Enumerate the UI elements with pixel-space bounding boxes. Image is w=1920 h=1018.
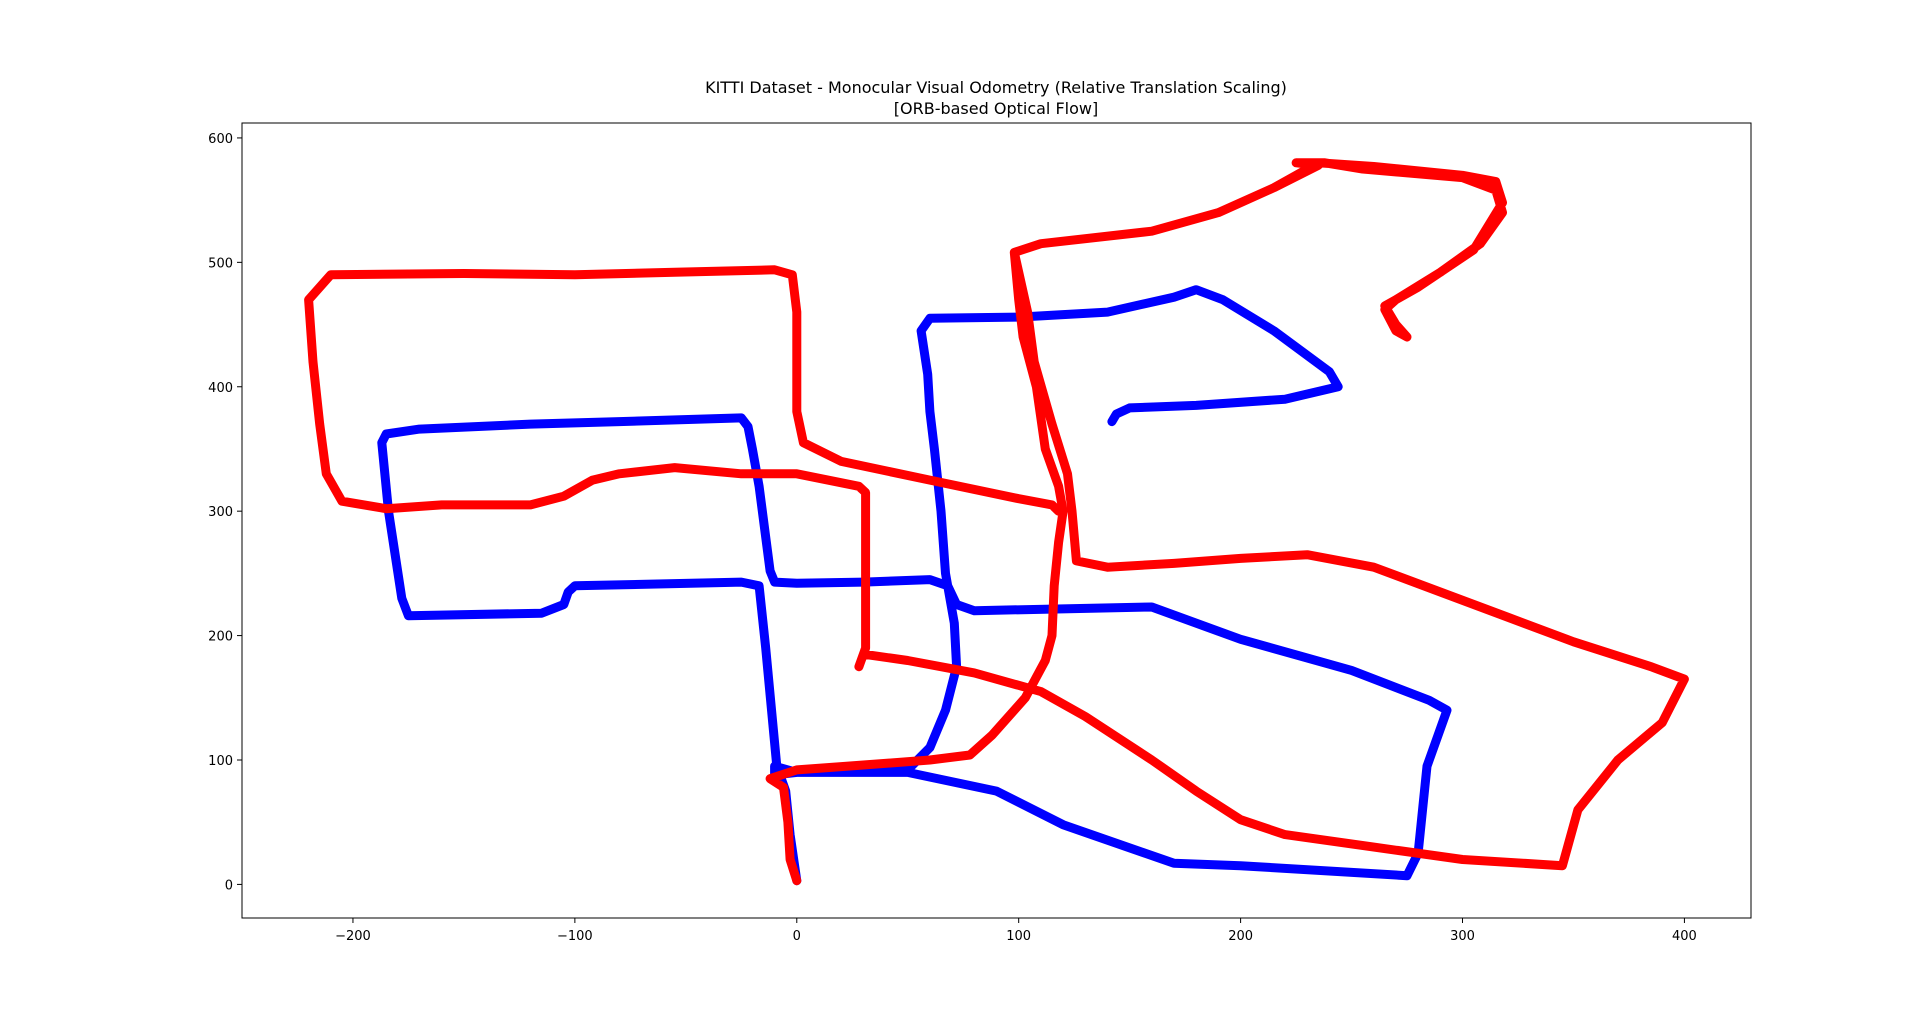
x-tick-label: 300 (1450, 929, 1475, 944)
trajectory-series-1 (304, 158, 1689, 886)
y-tick-label: 600 (208, 132, 233, 147)
ticks-layer: −200 −100 0 100 200 300 400 0 100 200 300 400 500 600 (208, 132, 1697, 944)
y-tick-label: 400 (208, 381, 233, 396)
plot-frame (241, 122, 1752, 919)
y-tick-label: 300 (208, 505, 233, 520)
y-tick-label: 200 (208, 630, 233, 645)
x-tick-label: 100 (1006, 929, 1031, 944)
x-tick-label: 200 (1228, 929, 1253, 944)
y-tick-label: 500 (208, 256, 233, 271)
x-tick-label: −200 (335, 929, 371, 944)
x-tick-label: 400 (1672, 929, 1697, 944)
x-tick-label: 0 (793, 929, 801, 944)
series-layer (304, 158, 1689, 886)
y-tick-label: 100 (208, 754, 233, 769)
x-tick-label: −100 (557, 929, 593, 944)
chart-title-line-1: KITTI Dataset - Monocular Visual Odometr… (705, 78, 1287, 97)
y-tick-label: 0 (225, 878, 233, 893)
chart-title-line-2: [ORB-based Optical Flow] (894, 99, 1098, 118)
